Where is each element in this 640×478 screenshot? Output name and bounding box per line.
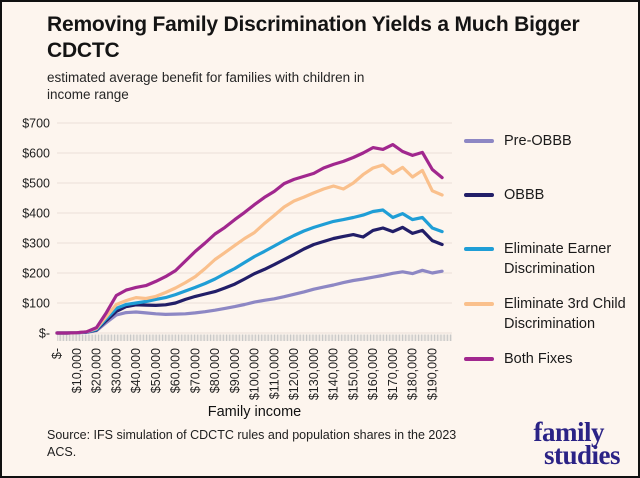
chart-canvas: $- $100 $200 $300 $400 $500 $600 $700 $- $10,000 $… [22, 117, 452, 419]
legend-line-swatch [464, 302, 494, 307]
x-axis-title: Family income [208, 404, 301, 419]
y-tick-label: $300 [22, 237, 50, 251]
y-tick-label: $500 [22, 177, 50, 191]
x-tick-label: $100,000 [248, 348, 262, 400]
legend-item-obbb: OBBB [464, 185, 636, 205]
x-tick-label: $90,000 [228, 348, 242, 393]
logo-line-1: family [533, 417, 605, 448]
x-tick-label: $20,000 [90, 348, 104, 393]
x-tick-label: $110,000 [267, 348, 281, 399]
legend-line-swatch [464, 193, 494, 198]
family-studies-logo: family studies [533, 417, 623, 470]
legend-item-pre-obbb: Pre-OBBB [464, 131, 636, 151]
x-tick-label: $- [50, 348, 64, 359]
chart-column: $- $100 $200 $300 $400 $500 $600 $700 $- $10,000 $… [2, 105, 464, 419]
x-tick-label: $190,000 [425, 348, 439, 400]
y-tick-label: $600 [22, 147, 50, 161]
y-tick-label: $400 [22, 207, 50, 221]
x-axis-minor-ticks [57, 334, 452, 342]
series-line-eliminate-3rd-child-discrimination [55, 163, 444, 336]
x-tick-label: $10,000 [70, 348, 84, 393]
legend-label: Eliminate Earner Discrimination [504, 241, 612, 278]
legend-line-swatch [464, 247, 494, 252]
x-tick-label: $130,000 [307, 348, 321, 400]
x-tick-label: $150,000 [346, 348, 360, 400]
x-tick-label: $80,000 [208, 348, 222, 393]
x-tick-label: $40,000 [129, 348, 143, 393]
chart-area: $- $100 $200 $300 $400 $500 $600 $700 $- $10,000 $… [2, 105, 638, 420]
y-tick-label: $200 [22, 267, 50, 281]
x-tick-label: $70,000 [188, 348, 202, 393]
legend-item-eliminate-earner: Eliminate Earner Discrimination [464, 239, 636, 279]
x-tick-label: $120,000 [287, 348, 301, 400]
series-line-pre-obbb [55, 269, 444, 336]
x-tick-label: $170,000 [386, 348, 400, 400]
logo-line-2: studies [543, 439, 621, 470]
legend-line-swatch [464, 139, 494, 144]
x-tick-label: $30,000 [109, 348, 123, 393]
series-line-obbb [55, 226, 444, 336]
legend-label: Eliminate 3rd Child Discrimination [504, 296, 626, 333]
x-tick-label: $140,000 [327, 348, 341, 400]
footer: Source: IFS simulation of CDCTC rules an… [2, 417, 638, 470]
header: Removing Family Discrimination Yields a … [2, 2, 638, 103]
legend-item-both-fixes: Both Fixes [464, 349, 636, 369]
x-tick-label: $50,000 [149, 348, 163, 393]
legend-label: Pre-OBBB [504, 133, 572, 150]
chart-legend: Pre-OBBB OBBB Eliminate Earner Discrimin… [464, 105, 636, 419]
y-tick-label: $- [39, 327, 50, 341]
series-line-eliminate-earner-discrimination [55, 208, 444, 336]
legend-label: Both Fixes [504, 351, 573, 368]
legend-label: OBBB [504, 187, 545, 204]
x-tick-label: $180,000 [406, 348, 420, 400]
x-tick-label: $60,000 [169, 348, 183, 393]
source-note: Source: IFS simulation of CDCTC rules an… [47, 428, 457, 460]
series-line-both-fixes [55, 143, 444, 336]
x-tick-label: $160,000 [366, 348, 380, 400]
y-tick-label: $700 [22, 117, 50, 131]
chart-subtitle: estimated average benefit for families w… [47, 69, 365, 103]
page-title: Removing Family Discrimination Yields a … [47, 13, 580, 63]
legend-item-eliminate-3rd-child: Eliminate 3rd Child Discrimination [464, 294, 636, 334]
y-tick-label: $100 [22, 297, 50, 311]
legend-line-swatch [464, 357, 494, 362]
